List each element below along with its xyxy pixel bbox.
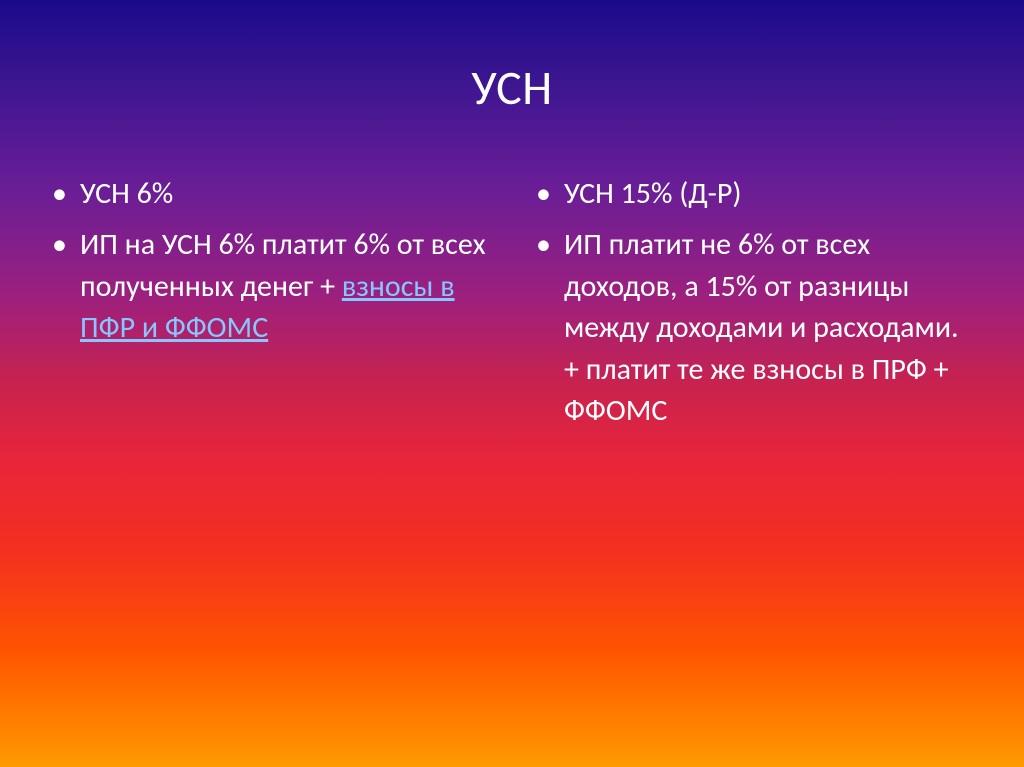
left-list: УСН 6% ИП на УСН 6% платит 6% от всех по… — [48, 173, 492, 349]
list-item: ИП на УСН 6% платит 6% от всех полученны… — [48, 224, 492, 348]
list-item-text: УСН 6% — [80, 175, 173, 212]
list-item: УСН 15% (Д-Р) — [532, 173, 976, 214]
right-list: УСН 15% (Д-Р) ИП платит не 6% от всех до… — [532, 173, 976, 431]
slide-title: УСН — [0, 0, 1024, 137]
left-column: УСН 6% ИП на УСН 6% платит 6% от всех по… — [48, 173, 492, 441]
content-columns: УСН 6% ИП на УСН 6% платит 6% от всех по… — [0, 137, 1024, 441]
right-column: УСН 15% (Д-Р) ИП платит не 6% от всех до… — [532, 173, 976, 441]
list-item: ИП платит не 6% от всех доходов, а 15% о… — [532, 224, 976, 431]
slide: УСН УСН 6% ИП на УСН 6% платит 6% от все… — [0, 0, 1024, 767]
list-item: УСН 6% — [48, 173, 492, 214]
list-item-text: ИП платит не 6% от всех доходов, а 15% о… — [564, 226, 959, 429]
list-item-text: УСН 15% (Д-Р) — [564, 175, 741, 212]
